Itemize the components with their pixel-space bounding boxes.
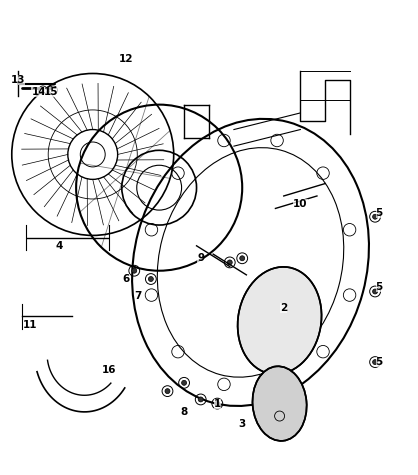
Circle shape (215, 401, 220, 406)
Circle shape (372, 360, 377, 364)
Circle shape (227, 260, 232, 265)
Text: 5: 5 (376, 208, 383, 218)
Circle shape (165, 389, 170, 394)
Circle shape (132, 268, 137, 273)
Text: 5: 5 (376, 357, 383, 367)
Circle shape (372, 289, 377, 294)
Text: 7: 7 (135, 291, 142, 301)
Text: 10: 10 (293, 200, 308, 209)
Text: 5: 5 (376, 282, 383, 292)
Text: 12: 12 (119, 54, 133, 64)
Text: 2: 2 (280, 303, 287, 313)
Text: 3: 3 (239, 419, 246, 429)
Text: 15: 15 (44, 87, 59, 97)
Text: 9: 9 (197, 253, 204, 263)
Circle shape (198, 397, 203, 402)
Text: 4: 4 (56, 241, 63, 251)
Ellipse shape (238, 267, 321, 374)
Text: 8: 8 (181, 407, 188, 417)
Circle shape (240, 256, 245, 261)
Text: 11: 11 (23, 320, 38, 330)
Circle shape (372, 214, 377, 219)
Circle shape (181, 380, 186, 385)
Ellipse shape (252, 366, 307, 441)
Text: 1: 1 (214, 399, 221, 408)
Text: 13: 13 (11, 75, 25, 85)
Text: 14: 14 (31, 87, 46, 97)
Text: 16: 16 (102, 365, 117, 375)
Text: 6: 6 (122, 274, 130, 284)
Circle shape (148, 276, 153, 282)
